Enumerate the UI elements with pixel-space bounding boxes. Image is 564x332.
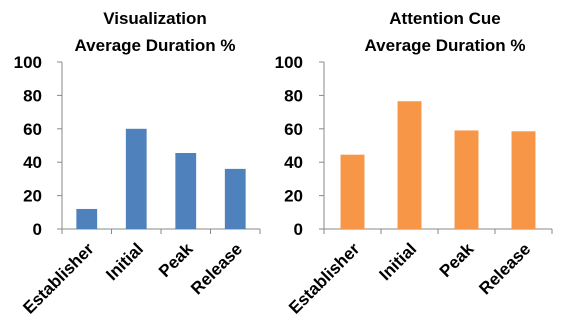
chart-title-line1: Attention Cue	[389, 9, 500, 28]
chart-title-line1: Visualization	[103, 9, 207, 28]
x-tick-label: Initial	[375, 239, 420, 284]
y-tick-label: 0	[33, 220, 42, 239]
y-tick-label: 80	[284, 86, 303, 105]
y-tick-label: 60	[284, 120, 303, 139]
bar-initial	[125, 128, 147, 229]
chart-title-line2: Average Duration %	[75, 36, 236, 55]
x-tick-label: Release	[475, 239, 534, 298]
y-tick-label: 100	[275, 53, 303, 72]
y-tick-label: 40	[284, 153, 303, 172]
plot-area: 0 20 40 60 80 100 Establisher Initial PeakReleas…	[275, 53, 553, 318]
x-tick-label: Establisher	[285, 239, 364, 318]
chart-title-line2: Average Duration %	[365, 36, 526, 55]
bar-peak	[175, 153, 197, 229]
y-tick-label: 80	[23, 86, 42, 105]
chart-attention-cue: Attention Cue Average Duration % 0 20 40 60…	[275, 9, 553, 318]
x-tick-label: Peak	[155, 239, 197, 281]
bar-initial	[397, 101, 422, 229]
bar-establisher	[340, 154, 365, 229]
y-tick-label: 100	[14, 53, 42, 72]
bar-release	[511, 131, 536, 229]
y-tick-label: 60	[23, 120, 42, 139]
plot-area: 0 20 40 60 80 100 Establisher Initial PeakReleas…	[14, 53, 261, 318]
bar-release	[224, 168, 246, 229]
bar-establisher	[76, 208, 98, 229]
y-tick-label: 40	[23, 153, 42, 172]
y-tick-label: 20	[284, 187, 303, 206]
x-tick-label: Initial	[102, 239, 147, 284]
bar-peak	[454, 130, 479, 229]
x-tick-label: Release	[187, 239, 246, 298]
y-tick-label: 20	[23, 187, 42, 206]
x-tick-label: Establisher	[19, 239, 98, 318]
x-tick-label: Peak	[436, 239, 478, 281]
y-tick-label: 0	[294, 220, 303, 239]
chart-visualization: Visualization Average Duration % 0 20 40 60…	[14, 9, 261, 318]
